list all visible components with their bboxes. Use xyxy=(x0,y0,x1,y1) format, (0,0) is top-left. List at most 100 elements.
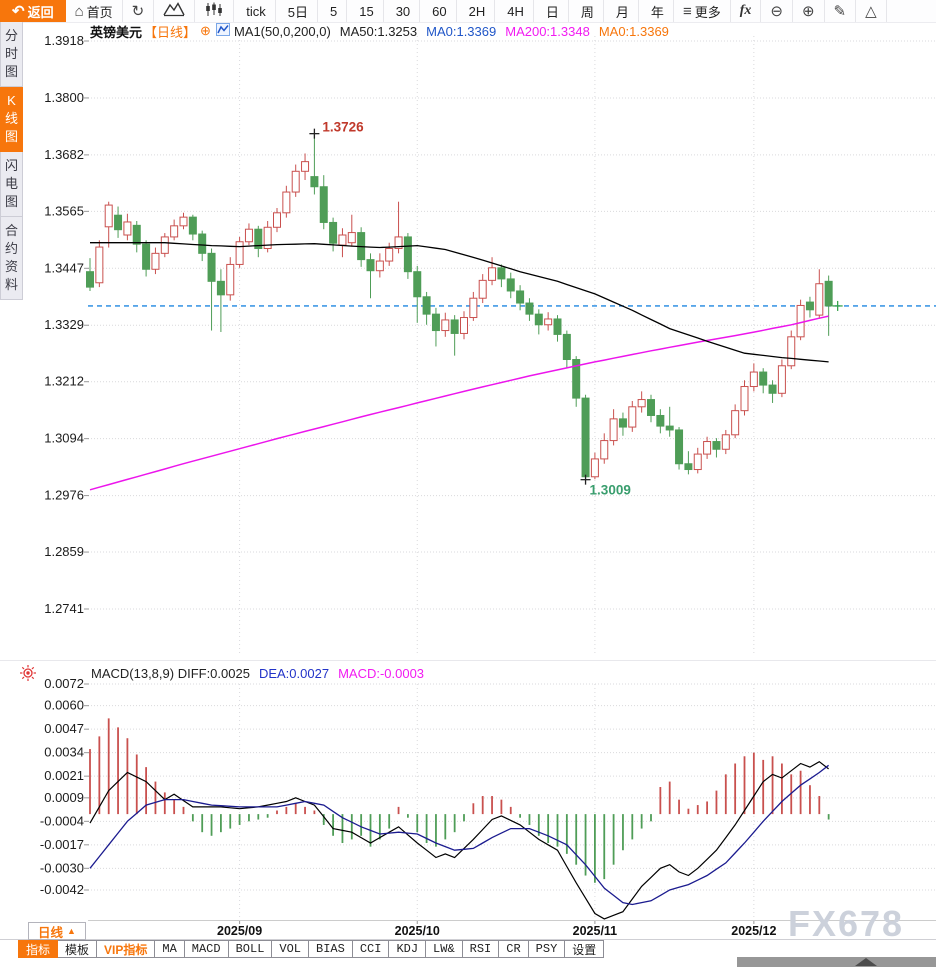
interval-15-label: 15 xyxy=(359,3,374,19)
triangle-icon: △ xyxy=(865,2,877,20)
tab-LW&[interactable]: LW& xyxy=(426,940,463,958)
svg-text:2025/10: 2025/10 xyxy=(395,924,440,938)
macd-header: MACD(13,8,9) DIFF:0.0025 DEA:0.0027 MACD:-… xyxy=(91,666,433,681)
tab-模板[interactable]: 模板 xyxy=(58,940,98,958)
tab-CR[interactable]: CR xyxy=(499,940,529,958)
svg-text:1.2741: 1.2741 xyxy=(44,601,84,616)
sidebar-item-闪电图[interactable]: 闪 电 图 xyxy=(0,152,23,217)
interval-30-label: 30 xyxy=(395,3,411,19)
tab-PSY[interactable]: PSY xyxy=(528,940,566,958)
area-chart-button[interactable] xyxy=(154,0,196,22)
home-button-label: 首页 xyxy=(86,4,113,20)
home-button[interactable]: ⌂ 首页 xyxy=(66,0,123,22)
tab-RSI[interactable]: RSI xyxy=(462,940,500,958)
zoom-in-button[interactable]: ⊕ xyxy=(793,0,825,22)
svg-text:-0.0017: -0.0017 xyxy=(40,837,84,852)
svg-text:1.3447: 1.3447 xyxy=(44,260,84,275)
expand-arrow-icon xyxy=(855,958,877,966)
price-chart-canvas[interactable]: 1.3918 1.3800 1.3682 1.3565 1.3447 1.3329 1.32… xyxy=(0,0,936,940)
period-selector[interactable]: 日线 ▲ xyxy=(28,922,86,940)
period-selector-label: 日线 xyxy=(38,925,64,940)
svg-text:1.3094: 1.3094 xyxy=(44,431,84,446)
ma-legend-item-2: MA200:1.3348 xyxy=(505,23,590,39)
svg-text:1.2976: 1.2976 xyxy=(44,488,84,503)
back-arrow-icon: ↶ xyxy=(12,2,25,20)
svg-text:2025/12: 2025/12 xyxy=(731,924,776,938)
tab-MA[interactable]: MA xyxy=(155,940,185,958)
top-toolbar: ↶ 返回 ⌂ 首页 ↻ tick 5日 5 15 30 60 2H 4H 日 周 月 年 ≡ 更多 fx ⊖ ⊕ ✎ △ xyxy=(0,0,936,23)
tab-KDJ[interactable]: KDJ xyxy=(389,940,427,958)
interval-5d-label: 5日 xyxy=(287,4,308,20)
ma-settings: MA1(50,0,200,0) xyxy=(233,23,331,39)
interval-15[interactable]: 15 xyxy=(347,0,384,22)
zoom-out-button[interactable]: ⊖ xyxy=(761,0,793,22)
triangle-up-icon: ▲ xyxy=(67,926,76,936)
more-button[interactable]: ≡ 更多 xyxy=(674,0,731,22)
interval-week-label: 周 xyxy=(580,4,594,20)
fx-icon: fx xyxy=(739,3,752,18)
period-tag: 【日线】 xyxy=(144,24,197,40)
macd-legend-item-2: MACD:-0.0003 xyxy=(338,666,425,681)
tab-BIAS[interactable]: BIAS xyxy=(309,940,353,958)
ma-legend-item-0: MA50:1.3253 xyxy=(339,23,418,39)
back-button[interactable]: ↶ 返回 xyxy=(0,0,66,22)
interval-day[interactable]: 日 xyxy=(534,0,569,22)
interval-month[interactable]: 月 xyxy=(604,0,639,22)
tab-MACD[interactable]: MACD xyxy=(184,940,229,958)
draw-button[interactable]: ✎ xyxy=(825,0,857,22)
svg-text:1.2859: 1.2859 xyxy=(44,544,84,559)
sidebar-item-分时图[interactable]: 分 时 图 xyxy=(0,22,23,87)
svg-text:1.3918: 1.3918 xyxy=(44,33,84,48)
svg-text:1.3800: 1.3800 xyxy=(44,90,84,105)
ma-legend-item-1: MA0:1.3369 xyxy=(426,23,497,39)
candlestick-button[interactable] xyxy=(195,0,235,22)
zoom-in-icon: ⊕ xyxy=(801,2,815,20)
interval-year-label: 年 xyxy=(650,4,664,20)
tab-BOLL[interactable]: BOLL xyxy=(228,940,273,958)
interval-4h[interactable]: 4H xyxy=(495,0,534,22)
svg-text:1.3009: 1.3009 xyxy=(590,483,631,498)
svg-text:2025/11: 2025/11 xyxy=(573,924,618,938)
interval-4h-label: 4H xyxy=(507,3,524,19)
svg-text:1.3329: 1.3329 xyxy=(44,317,84,332)
indicator-sun-icon[interactable] xyxy=(19,664,37,687)
fx-button[interactable]: fx xyxy=(731,0,762,22)
refresh-button[interactable]: ↻ xyxy=(123,0,155,22)
interval-5[interactable]: 5 xyxy=(318,0,348,22)
hamburger-icon: ≡ xyxy=(682,2,692,20)
svg-text:-0.0030: -0.0030 xyxy=(40,860,84,875)
svg-text:0.0021: 0.0021 xyxy=(44,768,84,783)
macd-legend-item-1: DEA:0.0027 xyxy=(258,666,330,681)
interval-tick[interactable]: tick xyxy=(234,0,276,22)
svg-text:0.0034: 0.0034 xyxy=(44,745,84,760)
svg-text:-0.0042: -0.0042 xyxy=(40,882,84,897)
ma-legend-item-3: MA0:1.3369 xyxy=(598,23,669,39)
interval-day-label: 日 xyxy=(545,4,559,20)
add-indicator-icon[interactable]: ⊕ xyxy=(200,23,211,38)
interval-5d[interactable]: 5日 xyxy=(276,0,318,22)
interval-60-label: 60 xyxy=(432,3,447,19)
svg-text:0.0047: 0.0047 xyxy=(44,721,84,736)
sidebar-item-合约资料[interactable]: 合 约 资 料 xyxy=(0,217,23,300)
svg-text:0.0009: 0.0009 xyxy=(44,790,84,805)
bottom-scroll-handle[interactable] xyxy=(737,957,936,967)
tab-CCI[interactable]: CCI xyxy=(352,940,390,958)
pencil-icon: ✎ xyxy=(833,2,847,20)
interval-month-label: 月 xyxy=(615,4,629,20)
tab-指标[interactable]: 指标 xyxy=(18,940,59,958)
interval-60[interactable]: 60 xyxy=(420,0,457,22)
interval-2h[interactable]: 2H xyxy=(457,0,496,22)
svg-text:1.3726: 1.3726 xyxy=(322,120,364,135)
area-chart-icon xyxy=(163,2,185,20)
interval-week[interactable]: 周 xyxy=(569,0,604,22)
tab-VIP指标[interactable]: VIP指标 xyxy=(97,940,156,958)
interval-year[interactable]: 年 xyxy=(639,0,674,22)
sidebar-item-K线图[interactable]: K 线 图 xyxy=(0,87,23,152)
tab-设置[interactable]: 设置 xyxy=(565,940,605,958)
indicator-tabs: 指标 模板 VIP指标 MA MACD BOLL VOL BIAS CCI KDJ LW& RSI CR… xyxy=(18,940,605,958)
interval-30[interactable]: 30 xyxy=(384,0,421,22)
tab-VOL[interactable]: VOL xyxy=(272,940,310,958)
shape-button[interactable]: △ xyxy=(856,0,887,22)
zoom-out-icon: ⊖ xyxy=(770,2,783,20)
